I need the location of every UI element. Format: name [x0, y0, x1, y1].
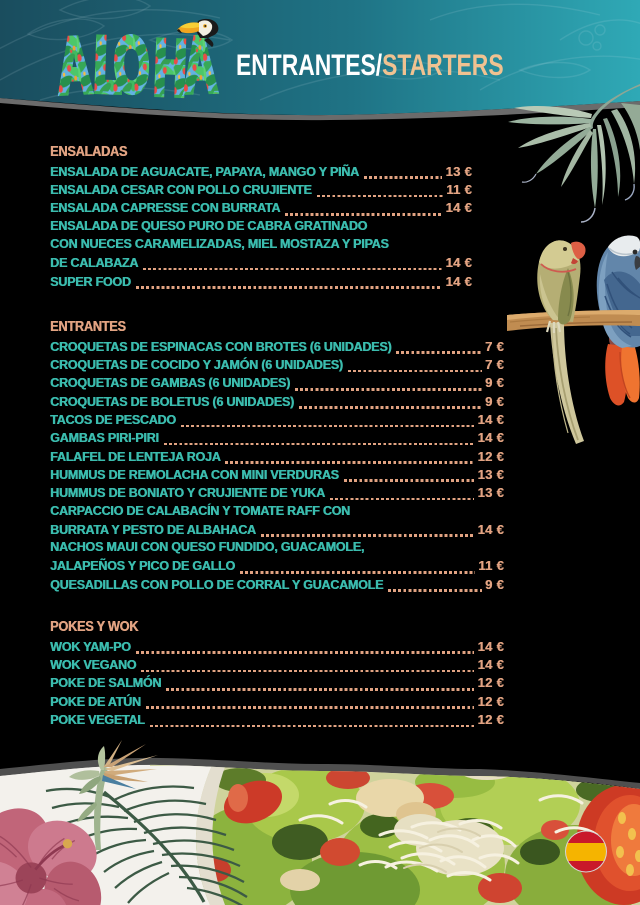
svg-text:A: A [55, 21, 93, 105]
svg-text:O: O [113, 20, 151, 105]
svg-text:H: H [152, 23, 188, 105]
svg-text:L: L [92, 21, 124, 105]
